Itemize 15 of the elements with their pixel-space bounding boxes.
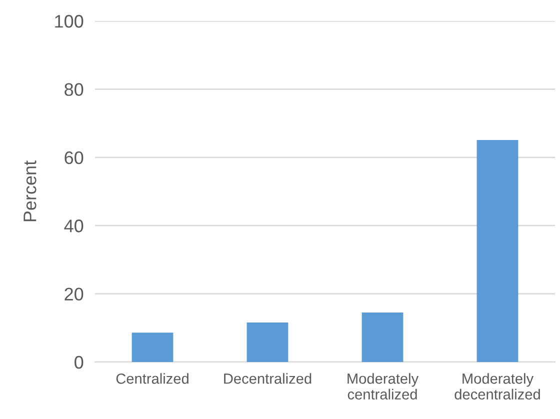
x-tick-label: Moderately decentralized xyxy=(454,373,540,400)
bar xyxy=(362,312,404,362)
y-tick-label: 80 xyxy=(64,83,84,96)
x-tick-label: Moderately centralized xyxy=(348,373,419,400)
y-tick-label: 20 xyxy=(64,288,84,301)
y-tick-label: 40 xyxy=(64,220,84,232)
y-tick-label: 100 xyxy=(55,14,84,28)
y-axis-title: Percent xyxy=(24,160,36,222)
bar xyxy=(246,322,288,362)
y-tick-label: 0 xyxy=(74,356,84,369)
x-tick-label: Decentralized xyxy=(224,373,312,384)
bar xyxy=(132,332,174,362)
bar xyxy=(476,140,518,362)
y-tick-label: 60 xyxy=(64,151,84,164)
x-tick-label: Centralized xyxy=(116,373,188,384)
